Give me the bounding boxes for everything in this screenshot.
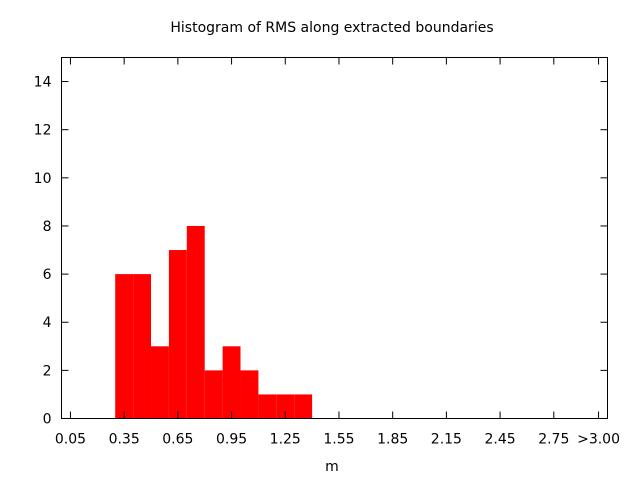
histogram-bar [151,346,169,419]
x-tick-label: 2.75 [538,432,569,448]
x-tick-label: >3.00 [577,432,620,448]
x-tick-label: 0.35 [109,432,140,448]
histogram-bar [115,274,134,419]
histogram-bar [133,274,152,419]
histogram-bar [294,394,313,419]
x-tick-label: 1.85 [377,432,408,448]
histogram-bar [276,394,295,419]
y-tick-label: 10 [34,171,52,187]
x-tick-label: 1.25 [270,432,301,448]
y-tick-label: 12 [34,123,52,139]
x-tick-label: 2.15 [431,432,462,448]
histogram-bar [240,370,259,419]
histogram-bar [186,225,205,419]
plot-frame [61,57,608,419]
bars-group [115,225,313,419]
y-tick-label: 8 [43,219,52,235]
x-axis: 0.05 0.35 0.65 0.95 1.25 1.55 1.85 2.15 2.45 2.75… [55,57,620,448]
histogram-bar [222,346,241,419]
histogram-bar [258,394,277,419]
y-tick-label: 4 [43,315,52,331]
y-tick-label: 6 [43,267,52,283]
histogram-bar [204,370,223,419]
x-tick-label: 0.95 [216,432,247,448]
x-tick-label: 1.55 [323,432,354,448]
y-tick-label: 0 [43,412,52,428]
x-tick-label: 0.05 [55,432,86,448]
y-tick-label: 14 [34,75,52,91]
x-tick-label: 0.65 [162,432,193,448]
x-tick-label: 2.45 [485,432,516,448]
x-axis-label: m [325,459,339,475]
y-axis: 0 2 4 6 8 10 12 14 [34,75,608,428]
chart-title: Histogram of RMS along extracted boundar… [170,20,493,36]
histogram-bar [168,250,187,419]
y-tick-label: 2 [43,363,52,379]
